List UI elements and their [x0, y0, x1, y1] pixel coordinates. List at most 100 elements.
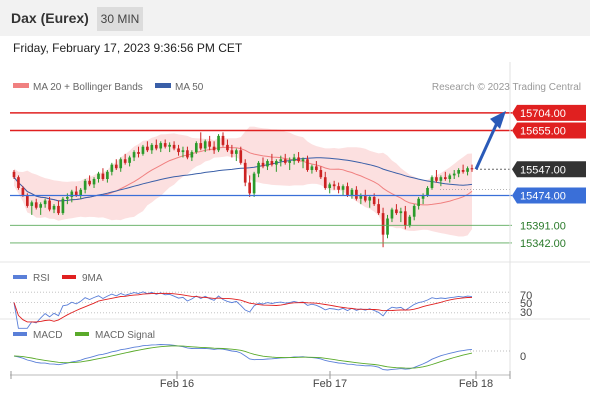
candle: [248, 175, 252, 197]
candle-body: [34, 202, 38, 208]
resistance-1-label: 15704.00: [520, 108, 566, 120]
candle-body: [221, 135, 225, 145]
candle: [466, 166, 469, 176]
ma50-legend-label: MA 50: [175, 82, 204, 93]
candle-body: [203, 141, 207, 149]
candle-body: [21, 187, 25, 196]
candle-body: [386, 218, 389, 235]
candle-body: [208, 141, 211, 147]
candle-body: [297, 157, 300, 162]
candle: [435, 170, 438, 183]
candle-body: [381, 213, 385, 235]
candle: [61, 196, 65, 215]
candle-body: [186, 150, 189, 158]
candle-body: [266, 161, 269, 167]
macd-legend-label: MACD: [33, 330, 62, 341]
candle-body: [234, 150, 238, 154]
candle: [377, 198, 380, 215]
candle: [399, 207, 403, 223]
main-legend: MA 20 + Bollinger Bands MA 50 Research ©…: [13, 82, 581, 93]
candle-body: [172, 144, 176, 149]
candle: [159, 141, 163, 153]
candle-body: [457, 170, 460, 174]
macd-signal-legend-swatch: [75, 332, 89, 336]
macd-legend-swatch: [13, 332, 27, 336]
candle-body: [430, 177, 434, 188]
candle-body: [435, 177, 438, 181]
candle: [110, 162, 114, 176]
candle: [181, 146, 185, 158]
candle-body: [114, 164, 118, 169]
candle-body: [292, 157, 296, 162]
candle: [306, 155, 309, 172]
candle: [190, 150, 194, 162]
candle-body: [181, 150, 185, 153]
timeframe-button[interactable]: 30 MIN: [97, 7, 143, 31]
candle: [217, 134, 220, 153]
candle: [101, 168, 105, 181]
candle: [114, 159, 118, 171]
macd-signal-line: [13, 345, 473, 369]
x-tick-label: Feb 17: [313, 378, 347, 390]
candle: [261, 157, 265, 169]
candle: [319, 166, 323, 179]
support-1-label: 15391.00: [520, 220, 566, 232]
candle-body: [154, 144, 158, 149]
candle: [457, 168, 460, 178]
candle: [106, 170, 109, 183]
candle-body: [257, 162, 260, 174]
candle-body: [470, 168, 474, 170]
rsi-level-30-label: 30: [520, 307, 532, 319]
x-tick-label: Feb 16: [160, 378, 194, 390]
candle-body: [97, 173, 100, 179]
candle: [83, 179, 87, 194]
candle: [57, 200, 60, 215]
candle-body: [399, 211, 403, 214]
candle-body: [30, 202, 34, 206]
candle-body: [17, 177, 20, 188]
candle-body: [132, 152, 136, 158]
candle-body: [288, 161, 292, 163]
candle-body: [150, 144, 154, 151]
candle-body: [283, 159, 287, 163]
macd-signal-legend-label: MACD Signal: [95, 330, 155, 341]
candle: [132, 150, 136, 162]
candle: [92, 177, 96, 188]
candle-body: [412, 205, 416, 217]
forecast-arrow-head: [490, 110, 506, 129]
rsi-ma-line: [13, 292, 473, 323]
candle: [17, 175, 20, 190]
candle-body: [168, 144, 171, 147]
candle: [452, 170, 456, 179]
candle-body: [261, 162, 265, 167]
candle-body: [466, 168, 469, 172]
candle-body: [350, 189, 354, 196]
candle-body: [12, 171, 16, 178]
candle-body: [146, 146, 149, 151]
candle: [234, 148, 238, 162]
rsi-level-50-label: 50: [520, 298, 532, 310]
candle-body: [57, 205, 60, 214]
price-levels: 15704.00 15655.00 15547.00 15474.00 15391.00…: [10, 104, 586, 250]
candle: [88, 175, 91, 187]
candle-body: [217, 135, 220, 151]
candle-body: [106, 171, 109, 179]
resistance-2-label-bg: [512, 122, 586, 139]
candle-body: [226, 144, 229, 151]
current-price-label: 15547.00: [520, 164, 566, 176]
candle-body: [239, 150, 243, 163]
candle-body: [301, 159, 305, 162]
candle-body: [128, 157, 131, 163]
candle: [168, 142, 171, 153]
candle-body: [279, 159, 283, 162]
candle-body: [421, 195, 425, 199]
candle-body: [448, 175, 452, 179]
candle: [252, 171, 256, 197]
candle: [52, 204, 56, 214]
macd-legend: MACD MACD Signal: [13, 330, 155, 341]
candle-body: [88, 180, 91, 185]
candle: [297, 152, 300, 163]
candle-body: [194, 143, 198, 153]
candle-body: [332, 184, 336, 187]
candle: [30, 200, 34, 215]
